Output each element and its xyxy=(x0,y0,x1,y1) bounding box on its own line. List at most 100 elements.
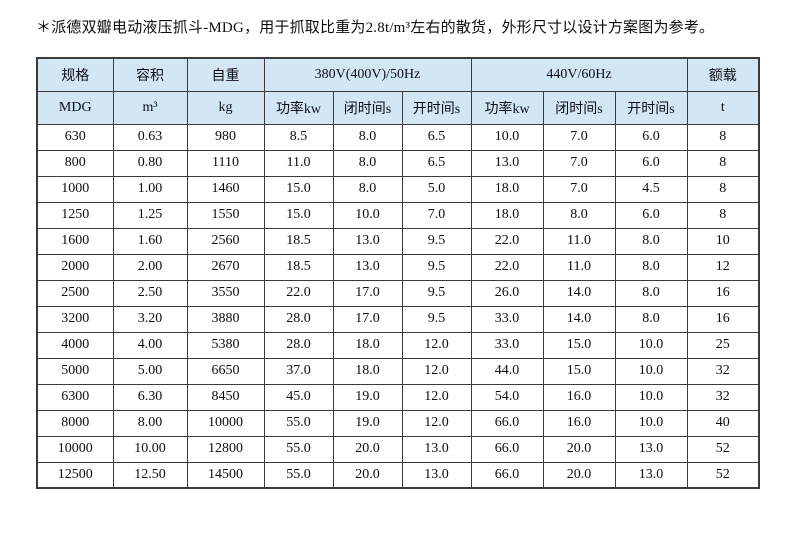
table-cell: 17.0 xyxy=(332,279,403,307)
table-cell: 8 xyxy=(686,201,760,229)
table-cell: 11.0 xyxy=(263,149,334,177)
table-cell: 12 xyxy=(686,253,760,281)
table-cell: 6650 xyxy=(186,357,265,385)
table-cell: 52 xyxy=(686,435,760,463)
table-cell: 66.0 xyxy=(470,409,544,437)
table-cell: 55.0 xyxy=(263,461,334,489)
table-cell: 22.0 xyxy=(470,253,544,281)
table-cell: 2000 xyxy=(36,253,114,281)
table-cell: 12.50 xyxy=(112,461,188,489)
table-cell: 1110 xyxy=(186,149,265,177)
table-cell: 16 xyxy=(686,305,760,333)
table-cell: 3550 xyxy=(186,279,265,307)
table-cell: 20.0 xyxy=(332,461,403,489)
table-cell: 7.0 xyxy=(542,149,616,177)
page-note: ＊派德双瓣电动液压抓斗-MDG，用于抓取比重为2.8t/m³左右的散货，外形尺寸… xyxy=(36,20,715,36)
table-cell: 8.0 xyxy=(614,227,688,255)
table-cell: 32 xyxy=(686,383,760,411)
table-cell: 22.0 xyxy=(263,279,334,307)
table-cell: 10 xyxy=(686,227,760,255)
table-cell: 14.0 xyxy=(542,305,616,333)
table-cell: 10.0 xyxy=(332,201,403,229)
table-row: 800 0.80 1110 11.0 8.0 6.5 13.0 7.0 6.0 8 xyxy=(36,149,760,177)
table-cell: 800 xyxy=(36,149,114,177)
table-cell: 1.00 xyxy=(112,175,188,203)
table-cell: 40 xyxy=(686,409,760,437)
table-cell: 12.0 xyxy=(401,383,472,411)
table-cell: 6.5 xyxy=(401,123,472,151)
table-cell: 13.0 xyxy=(332,253,403,281)
table-cell: 0.63 xyxy=(112,123,188,151)
table-cell: 8.0 xyxy=(614,305,688,333)
table-cell: 33.0 xyxy=(470,305,544,333)
table-cell: 10.0 xyxy=(470,123,544,151)
table-cell: 5.00 xyxy=(112,357,188,385)
table-cell: 9.5 xyxy=(401,253,472,281)
table-cell: 5.0 xyxy=(401,175,472,203)
table-cell: 1550 xyxy=(186,201,265,229)
table-cell: 6300 xyxy=(36,383,114,411)
table-row: 1000 1.00 1460 15.0 8.0 5.0 18.0 7.0 4.5 8 xyxy=(36,175,760,203)
table-cell: 12.0 xyxy=(401,409,472,437)
table-cell: 8.0 xyxy=(332,175,403,203)
spec-table-body: 630 0.63 980 8.5 8.0 6.5 10.0 7.0 6.0 8 800 0.80 111… xyxy=(36,123,760,489)
table-cell: 28.0 xyxy=(263,305,334,333)
header-unit-mdg: MDG xyxy=(36,90,114,125)
table-cell: 10.0 xyxy=(614,331,688,359)
table-cell: 12500 xyxy=(36,461,114,489)
table-cell: 8450 xyxy=(186,383,265,411)
table-cell: 16.0 xyxy=(542,383,616,411)
table-cell: 3200 xyxy=(36,305,114,333)
table-cell: 6.0 xyxy=(614,201,688,229)
header-unit-t: t xyxy=(686,90,760,125)
table-cell: 10000 xyxy=(186,409,265,437)
header-unit-close-time-60hz: 闭时间s xyxy=(542,90,616,125)
table-cell: 6.0 xyxy=(614,123,688,151)
table-cell: 1250 xyxy=(36,201,114,229)
table-cell: 37.0 xyxy=(263,357,334,385)
table-cell: 9.5 xyxy=(401,227,472,255)
table-cell: 17.0 xyxy=(332,305,403,333)
table-cell: 8 xyxy=(686,149,760,177)
header-weight: 自重 xyxy=(186,57,265,92)
table-cell: 10.0 xyxy=(614,383,688,411)
table-cell: 2.00 xyxy=(112,253,188,281)
table-cell: 0.80 xyxy=(112,149,188,177)
table-cell: 630 xyxy=(36,123,114,151)
table-cell: 8.0 xyxy=(332,123,403,151)
spec-table: 规格 容积 自重 380V(400V)/50Hz 440V/60Hz 额载 MD… xyxy=(36,57,761,489)
table-cell: 18.5 xyxy=(263,227,334,255)
table-row: 2500 2.50 3550 22.0 17.0 9.5 26.0 14.0 8.0 16 xyxy=(36,279,760,307)
header-unit-power-60hz: 功率kw xyxy=(470,90,544,125)
table-cell: 55.0 xyxy=(263,435,334,463)
header-volume: 容积 xyxy=(112,57,188,92)
table-cell: 22.0 xyxy=(470,227,544,255)
table-cell: 8.0 xyxy=(332,149,403,177)
table-cell: 9.5 xyxy=(401,305,472,333)
table-row: 1250 1.25 1550 15.0 10.0 7.0 18.0 8.0 6.0 8 xyxy=(36,201,760,229)
table-cell: 14500 xyxy=(186,461,265,489)
table-cell: 18.0 xyxy=(470,175,544,203)
header-load: 额载 xyxy=(686,57,760,92)
table-cell: 44.0 xyxy=(470,357,544,385)
header-group-380v: 380V(400V)/50Hz xyxy=(263,57,472,92)
table-cell: 8.5 xyxy=(263,123,334,151)
header-unit-power-50hz: 功率kw xyxy=(263,90,334,125)
table-cell: 14.0 xyxy=(542,279,616,307)
table-cell: 3880 xyxy=(186,305,265,333)
table-cell: 8 xyxy=(686,175,760,203)
table-cell: 13.0 xyxy=(614,435,688,463)
table-cell: 10.0 xyxy=(614,409,688,437)
table-row: 4000 4.00 5380 28.0 18.0 12.0 33.0 15.0 10.0 25 xyxy=(36,331,760,359)
table-cell: 10.00 xyxy=(112,435,188,463)
table-cell: 10000 xyxy=(36,435,114,463)
table-cell: 20.0 xyxy=(542,461,616,489)
header-unit-close-time-50hz: 闭时间s xyxy=(332,90,403,125)
table-cell: 11.0 xyxy=(542,227,616,255)
table-cell: 7.0 xyxy=(401,201,472,229)
header-unit-open-time-60hz: 开时间s xyxy=(614,90,688,125)
spec-table-header: 规格 容积 自重 380V(400V)/50Hz 440V/60Hz 额载 MD… xyxy=(36,57,760,125)
table-cell: 12800 xyxy=(186,435,265,463)
table-cell: 33.0 xyxy=(470,331,544,359)
